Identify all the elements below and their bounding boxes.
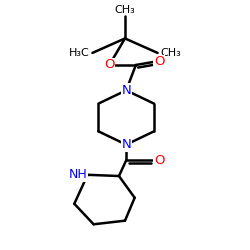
Text: N: N: [121, 138, 131, 151]
Text: O: O: [154, 154, 164, 167]
Text: CH₃: CH₃: [160, 48, 181, 58]
Text: O: O: [154, 55, 164, 68]
Text: H₃C: H₃C: [69, 48, 90, 58]
Text: O: O: [104, 58, 115, 71]
Text: CH₃: CH₃: [115, 4, 136, 15]
Text: N: N: [121, 84, 131, 97]
Text: NH: NH: [69, 168, 87, 181]
